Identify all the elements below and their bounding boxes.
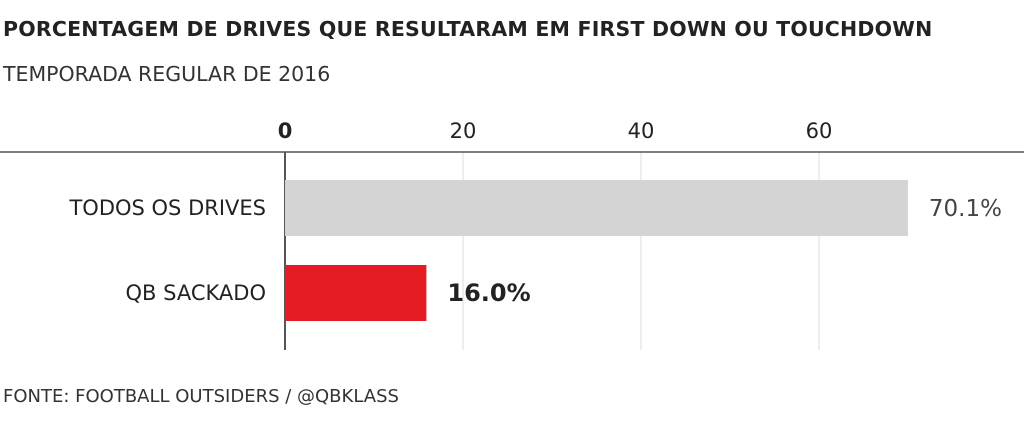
category-label-1: QB SACKADO: [126, 281, 266, 305]
data-label-1: 16.0%: [447, 279, 530, 307]
x-tick-label-1: 20: [450, 119, 477, 143]
chart-source: FONTE: FOOTBALL OUTSIDERS / @QBKLASS: [3, 386, 399, 407]
data-label-0: 70.1%: [929, 196, 1002, 222]
chart-subtitle: TEMPORADA REGULAR DE 2016: [3, 62, 331, 86]
category-label-0: TODOS OS DRIVES: [68, 196, 266, 220]
x-tick-label-0: 0: [278, 119, 293, 143]
x-tick-label-3: 60: [806, 119, 833, 143]
bar-0: [285, 180, 908, 236]
bar-1: [285, 265, 427, 321]
chart-title: PORCENTAGEM DE DRIVES QUE RESULTARAM EM …: [3, 17, 933, 41]
x-tick-label-2: 40: [628, 119, 655, 143]
